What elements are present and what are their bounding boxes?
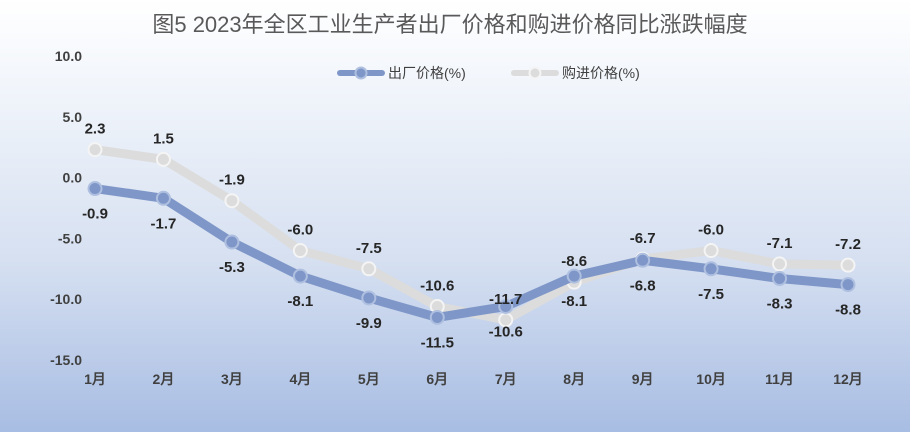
- legend-swatch-marker: [354, 66, 368, 80]
- data-point: [87, 181, 103, 197]
- x-tick-label: 12月: [833, 371, 863, 387]
- x-axis: 1月 2月 3月 4月 5月 6月 7月 8月 9月 10月 11月 12月: [84, 371, 863, 387]
- data-point: [361, 290, 377, 306]
- data-label: -8.1: [561, 293, 587, 310]
- legend-item: 出厂价格(%): [337, 65, 466, 81]
- series-line: [90, 145, 853, 325]
- data-point: [772, 271, 788, 287]
- data-label: -11.7: [489, 291, 522, 308]
- data-label: -1.7: [151, 215, 177, 232]
- y-axis: 10.0 5.0 0.0 -5.0 -10.0 -15.0: [50, 48, 82, 368]
- data-label: -8.6: [561, 253, 587, 270]
- y-tick-label: 0.0: [63, 170, 83, 186]
- data-label: -8.3: [767, 296, 793, 313]
- data-point: [292, 243, 308, 259]
- y-tick-label: -10.0: [50, 291, 82, 307]
- series-line: [90, 184, 853, 322]
- data-point: [292, 268, 308, 284]
- legend: 出厂价格(%) 购进价格(%): [337, 65, 640, 81]
- legend-swatch-marker: [528, 66, 542, 80]
- y-tick-label: 10.0: [55, 48, 82, 64]
- data-point: [155, 190, 171, 206]
- data-label: -7.5: [356, 240, 382, 257]
- x-tick-label: 10月: [696, 371, 726, 387]
- data-point: [566, 268, 582, 284]
- data-point: [840, 277, 856, 293]
- data-label: -6.7: [630, 230, 656, 247]
- x-tick-label: 9月: [632, 371, 654, 387]
- data-label: -9.9: [356, 315, 382, 332]
- series-layer: [87, 142, 856, 328]
- y-tick-label: -5.0: [58, 230, 82, 246]
- data-labels: -0.9 -1.7 -5.3 -8.1 -9.9 -11.5 -10.6 -8.1 -6.8 -7…: [82, 121, 861, 352]
- data-label: -7.5: [698, 286, 724, 303]
- data-label: -10.6: [489, 323, 523, 340]
- y-tick-label: -15.0: [50, 352, 82, 368]
- data-label: -7.2: [835, 236, 861, 253]
- data-label: -10.6: [420, 277, 454, 294]
- x-tick-label: 1月: [84, 371, 106, 387]
- data-point: [840, 257, 856, 273]
- data-point: [498, 298, 514, 314]
- data-point: [703, 243, 719, 259]
- data-point: [361, 261, 377, 277]
- legend-label: 出厂价格(%): [388, 65, 466, 81]
- x-tick-label: 11月: [765, 371, 794, 387]
- data-point: [772, 256, 788, 272]
- data-label: -6.0: [287, 222, 313, 239]
- data-point: [224, 193, 240, 209]
- data-label: -6.8: [630, 277, 656, 294]
- legend-item: 购进价格(%): [511, 65, 640, 81]
- data-label: -6.0: [698, 222, 724, 239]
- x-tick-label: 4月: [289, 371, 311, 387]
- data-point: [429, 309, 445, 325]
- data-label: -7.1: [767, 235, 793, 252]
- data-point: [224, 234, 240, 250]
- x-tick-label: 7月: [495, 371, 517, 387]
- x-tick-label: 5月: [358, 371, 380, 387]
- data-label: -11.5: [421, 334, 454, 351]
- x-tick-label: 3月: [221, 371, 243, 387]
- series-factory-price: [87, 181, 856, 325]
- chart-title: 图5 2023年全区工业生产者出厂价格和购进价格同比涨跌幅度: [152, 12, 747, 37]
- data-label: -8.8: [835, 302, 861, 319]
- legend-label: 购进价格(%): [562, 65, 640, 81]
- x-tick-label: 6月: [426, 371, 448, 387]
- data-point: [635, 252, 651, 268]
- x-tick-label: 8月: [563, 371, 585, 387]
- data-label: -0.9: [82, 206, 108, 223]
- data-label: -5.3: [219, 259, 245, 276]
- series-purchase-price: [87, 142, 856, 328]
- data-label: 2.3: [85, 121, 106, 138]
- data-point: [87, 142, 103, 158]
- y-tick-label: 5.0: [63, 109, 83, 125]
- data-label: 1.5: [153, 130, 174, 147]
- data-point: [155, 151, 171, 167]
- data-point: [703, 261, 719, 277]
- data-label: -1.9: [219, 172, 245, 189]
- x-tick-label: 2月: [153, 371, 175, 387]
- data-label: -8.1: [287, 293, 313, 310]
